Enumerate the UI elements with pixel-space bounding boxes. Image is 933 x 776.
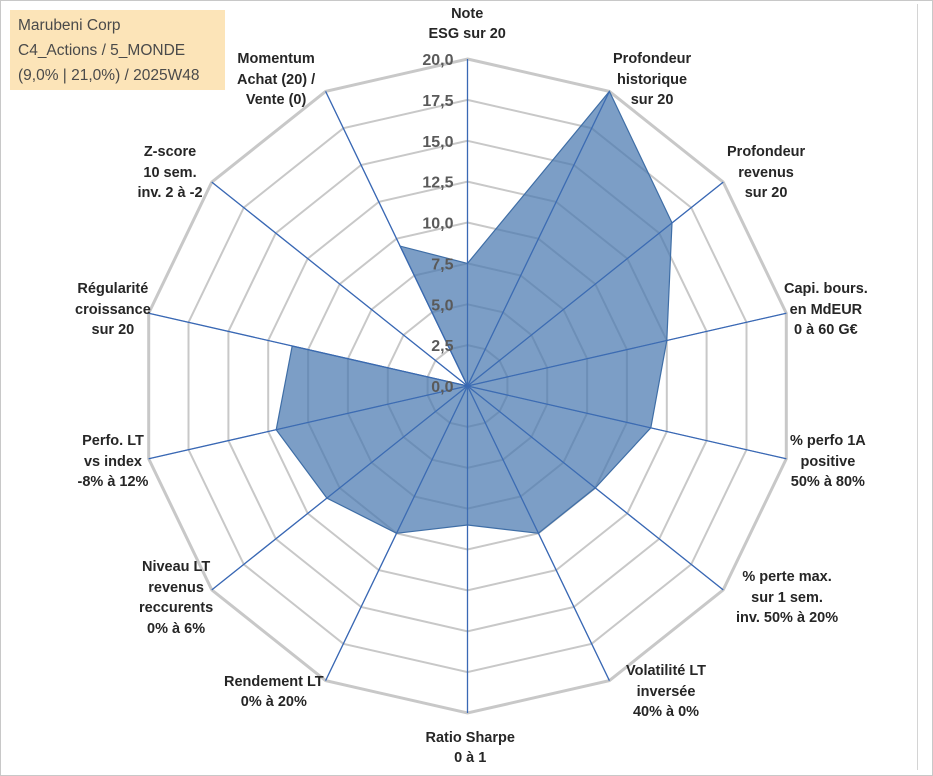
axis-label: % perte max. sur 1 sem. inv. 50% à 20%	[736, 567, 838, 629]
axis-label-line: % perfo 1A	[790, 433, 866, 449]
axis-spoke-overlay	[211, 385, 468, 591]
axis-label-line: sur 20	[744, 185, 788, 201]
chart-title-box: Marubeni Corp C4_Actions / 5_MONDE (9,0%…	[10, 10, 225, 90]
tick-label: 20,0	[422, 52, 453, 69]
axis-label: Ratio Sharpe 0 à 1	[426, 728, 515, 769]
axis-label-line: Momentum	[237, 51, 315, 67]
axis-spoke-overlay	[325, 91, 468, 387]
axis-label: Régularité croissance sur 20	[75, 279, 151, 341]
axis-spoke-overlay	[467, 385, 724, 591]
tick-label: 2,5	[431, 338, 453, 355]
frame-divider	[917, 4, 918, 770]
axis-label-line: Profondeur	[613, 51, 692, 67]
tick-label: 17,5	[422, 93, 453, 110]
axis-label-line: Vente (0)	[245, 92, 307, 108]
axis-label-line: Niveau LT	[141, 559, 211, 575]
axis-spoke-overlay	[467, 385, 610, 681]
axis-label: % perfo 1A positive 50% à 80%	[790, 431, 866, 493]
axis-label-line: croissance	[75, 301, 151, 318]
axis-label: Volatilité LT inversée 40% à 0%	[626, 661, 706, 723]
axis-spoke-overlay	[467, 91, 610, 387]
axis-label-line: vs index	[83, 453, 142, 470]
axis-label-line: sur 20	[91, 322, 135, 338]
axis-label-line: Achat (20) /	[237, 71, 316, 88]
axis-label-line: ESG sur 20	[428, 26, 506, 42]
axis-label-line: 40% à 0%	[632, 704, 700, 720]
axis-label-line: revenus	[738, 164, 794, 181]
axis-label-line: Volatilité LT	[626, 663, 707, 679]
tick-label: 7,5	[431, 256, 453, 273]
axis-label-line: sur 20	[630, 92, 674, 108]
axis-label-line: % perte max.	[742, 569, 832, 585]
axis-label: Niveau LT revenus reccurents 0% à 6%	[139, 557, 213, 639]
axis-label: Perfo. LT vs index -8% à 12%	[78, 431, 149, 493]
axis-label-line: en MdEUR	[789, 301, 863, 318]
tick-label: 10,0	[422, 216, 453, 233]
axis-label-line: 50% à 80%	[790, 474, 865, 490]
title-period: (9,0% | 21,0%) / 2025W48	[18, 67, 200, 84]
axis-label: Capi. bours. en MdEUR 0 à 60 G€	[784, 279, 868, 341]
axis-spoke-overlay	[467, 181, 724, 387]
tick-label: 12,5	[422, 175, 453, 192]
axis-label: Profondeur revenus sur 20	[727, 142, 805, 204]
axis-label-line: Ratio Sharpe	[425, 729, 515, 746]
axis-label-line: sur 1 sem.	[751, 589, 823, 606]
axis-label-line: reccurents	[139, 600, 214, 616]
axis-spoke-overlay	[325, 385, 468, 681]
axis-label-line: Z-score	[143, 144, 197, 160]
axis-label-line: 0 à 60 G€	[794, 322, 858, 338]
axis-label-line: 0 à 1	[454, 750, 487, 766]
tick-label: 0,0	[431, 379, 453, 396]
axis-label-line: inv. 50% à 20%	[736, 610, 839, 626]
axis-spoke-overlay	[467, 385, 787, 460]
axis-label-line: 0% à 20%	[240, 694, 307, 710]
axis-spoke-overlay	[467, 312, 787, 387]
axis-label: Z-score 10 sem. inv. 2 à -2	[138, 142, 203, 204]
axis-label-line: 10 sem.	[143, 164, 197, 181]
axis-label-line: Note	[451, 5, 484, 22]
axis-label-line: Capi. bours.	[784, 281, 868, 297]
axis-label-line: historique	[617, 71, 688, 88]
axis-label: Profondeur historique sur 20	[613, 49, 691, 111]
tick-label: 5,0	[431, 297, 453, 314]
title-company: Marubeni Corp	[18, 17, 121, 34]
axis-label-line: inv. 2 à -2	[137, 185, 203, 201]
axis-label-line: -8% à 12%	[77, 474, 149, 490]
axis-label-line: positive	[800, 453, 856, 470]
axis-label-line: Perfo. LT	[82, 433, 144, 449]
axis-label-line: Rendement LT	[224, 673, 324, 690]
axis-spoke-overlay	[148, 385, 468, 460]
tick-label: 15,0	[422, 134, 453, 151]
axis-label: Momentum Achat (20) / Vente (0)	[237, 49, 315, 111]
axis-label-line: inversée	[636, 683, 696, 700]
series-area	[275, 90, 673, 534]
axis-spoke-overlay	[211, 181, 468, 387]
axis-label-line: Régularité	[77, 281, 149, 297]
axis-label-line: Profondeur	[727, 144, 806, 160]
axis-label: Rendement LT 0% à 20%	[224, 672, 324, 713]
axis-label: Note ESG sur 20	[429, 4, 506, 45]
title-portfolio: C4_Actions / 5_MONDE	[18, 42, 186, 59]
axis-label-line: revenus	[148, 579, 204, 596]
axis-label-line: 0% à 6%	[147, 620, 206, 637]
axis-spoke-overlay	[148, 312, 468, 387]
